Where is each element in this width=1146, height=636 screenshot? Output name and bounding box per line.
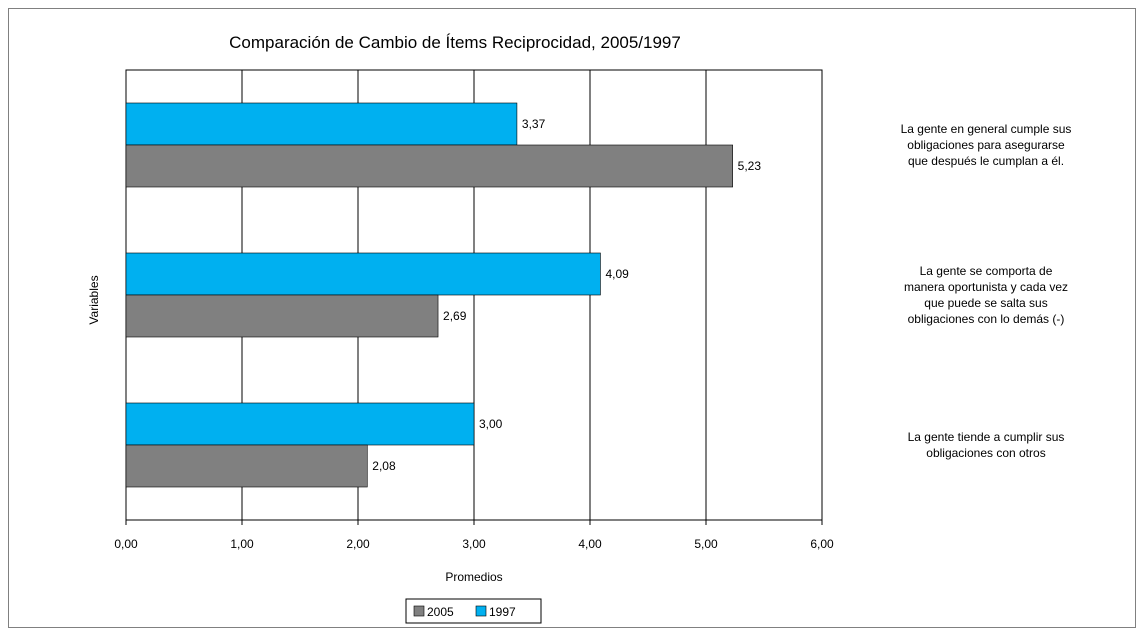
category-label: La gente se comporta de manera oportunist…: [904, 264, 1068, 326]
bar-1997: [125, 102, 518, 146]
legend: 2005 1997: [405, 598, 542, 624]
bars: 3,37 5,23 4,09 2,69 3,00 2,08: [125, 102, 762, 488]
category-label: La gente en general cumple sus obligacion…: [901, 122, 1072, 168]
category-label: La gente tiende a cumplir sus obligacione…: [908, 430, 1065, 460]
y-axis-title: Variables: [87, 275, 101, 324]
legend-swatch-1997: [475, 605, 487, 617]
x-tick-label: 2,00: [346, 537, 370, 551]
data-label: 4,09: [605, 267, 629, 281]
x-axis-ticks: 0,00 1,00 2,00 3,00 4,00 5,00 6,00: [114, 520, 834, 551]
x-tick-label: 5,00: [694, 537, 718, 551]
data-label: 3,37: [522, 117, 546, 131]
bar-1997: [125, 402, 475, 446]
legend-swatch-2005: [413, 605, 425, 617]
legend-box: [405, 598, 542, 624]
data-label: 2,69: [443, 309, 467, 323]
legend-label-1997: 1997: [489, 605, 516, 619]
x-tick-label: 1,00: [230, 537, 254, 551]
x-tick-label: 4,00: [578, 537, 602, 551]
data-label: 5,23: [738, 159, 762, 173]
x-tick-label: 6,00: [810, 537, 834, 551]
bar-2005: [125, 444, 368, 488]
data-label: 3,00: [479, 417, 503, 431]
data-label: 2,08: [372, 459, 396, 473]
chart-title: Comparación de Cambio de Ítems Reciproci…: [229, 33, 681, 52]
bar-1997: [125, 252, 601, 296]
bar-2005: [125, 294, 439, 338]
legend-label-2005: 2005: [427, 605, 454, 619]
category-labels: La gente en general cumple sus obligacion…: [901, 122, 1072, 460]
x-tick-label: 3,00: [462, 537, 486, 551]
bar-2005: [125, 144, 733, 188]
x-tick-label: 0,00: [114, 537, 138, 551]
x-axis-title: Promedios: [445, 570, 502, 584]
